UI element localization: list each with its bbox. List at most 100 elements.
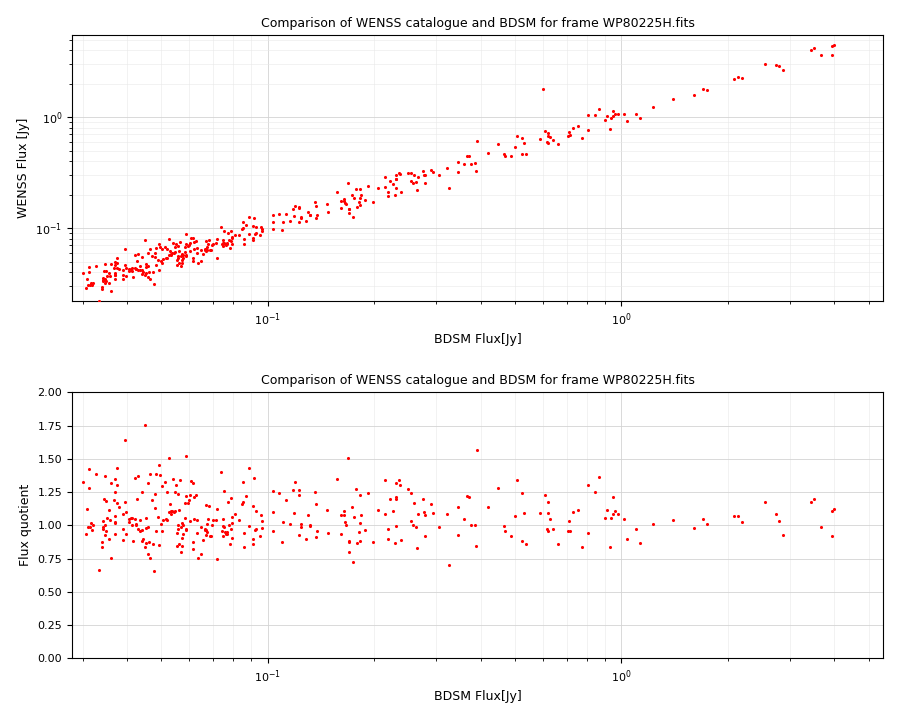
Point [537, 126, 552, 138]
Point [119, 262, 133, 274]
Point [122, 513, 137, 525]
Point [155, 258, 169, 269]
Point [140, 261, 154, 273]
Point [365, 196, 380, 207]
Point [518, 138, 532, 149]
Point [620, 115, 634, 127]
Point [216, 521, 230, 532]
Point [210, 504, 224, 516]
Point [456, 158, 471, 170]
Point [175, 546, 189, 557]
Point [218, 526, 232, 538]
Point [342, 546, 356, 557]
Point [546, 134, 561, 145]
Point [148, 242, 163, 253]
Point [161, 507, 176, 518]
Point [353, 489, 367, 500]
Point [337, 509, 351, 521]
Point [508, 142, 522, 153]
Point [378, 474, 392, 485]
Point [416, 165, 430, 176]
Point [102, 278, 116, 289]
Point [104, 514, 118, 526]
Point [119, 507, 133, 518]
Point [130, 248, 145, 259]
Point [128, 262, 142, 274]
Point [141, 521, 156, 533]
Point [248, 472, 262, 483]
Point [604, 513, 618, 524]
Point [106, 495, 121, 506]
Point [81, 279, 95, 291]
Point [85, 279, 99, 291]
Point [97, 529, 112, 541]
Point [216, 240, 230, 252]
Point [571, 120, 585, 131]
Point [203, 531, 218, 542]
Point [165, 505, 179, 517]
Point [179, 249, 194, 261]
Point [275, 224, 290, 235]
Point [464, 158, 479, 170]
Point [164, 249, 178, 261]
Point [197, 244, 211, 256]
Point [633, 112, 647, 124]
Point [302, 206, 316, 217]
Point [166, 506, 181, 518]
Point [174, 521, 188, 533]
Point [112, 501, 126, 513]
Point [392, 474, 406, 486]
Point [616, 109, 631, 120]
Point [210, 233, 224, 244]
Point [353, 184, 367, 195]
Point [108, 474, 122, 485]
Point [104, 552, 118, 564]
Point [172, 258, 186, 269]
Point [389, 521, 403, 532]
Point [346, 511, 361, 523]
Point [249, 523, 264, 535]
Point [191, 258, 205, 269]
Point [309, 212, 323, 223]
Point [190, 514, 204, 526]
Point [104, 477, 118, 489]
Point [108, 274, 122, 285]
Point [209, 237, 223, 248]
Point [758, 497, 772, 508]
Point [303, 210, 318, 221]
Point [515, 132, 529, 144]
Point [533, 133, 547, 145]
Point [543, 513, 557, 525]
Point [187, 243, 202, 255]
Point [202, 234, 216, 246]
Point [825, 40, 840, 52]
Title: Comparison of WENSS catalogue and BDSM for frame WP80225H.fits: Comparison of WENSS catalogue and BDSM f… [261, 17, 695, 30]
Point [185, 477, 200, 488]
Point [537, 490, 552, 501]
Point [242, 228, 256, 240]
Point [225, 532, 239, 544]
Point [700, 518, 715, 530]
Point [151, 539, 166, 551]
Point [285, 485, 300, 496]
Point [254, 509, 268, 521]
Point [228, 229, 242, 240]
Point [156, 514, 170, 526]
Point [292, 489, 307, 500]
Point [199, 246, 213, 257]
Point [190, 243, 204, 254]
Point [275, 517, 290, 528]
Point [94, 536, 109, 547]
Point [302, 510, 316, 521]
Point [338, 516, 352, 528]
Point [108, 528, 122, 540]
Point [504, 150, 518, 161]
Point [726, 73, 741, 84]
Point [118, 435, 132, 446]
Point [167, 241, 182, 253]
Point [563, 130, 578, 141]
Point [178, 250, 193, 261]
Point [225, 517, 239, 528]
Point [735, 72, 750, 84]
Point [154, 518, 168, 529]
